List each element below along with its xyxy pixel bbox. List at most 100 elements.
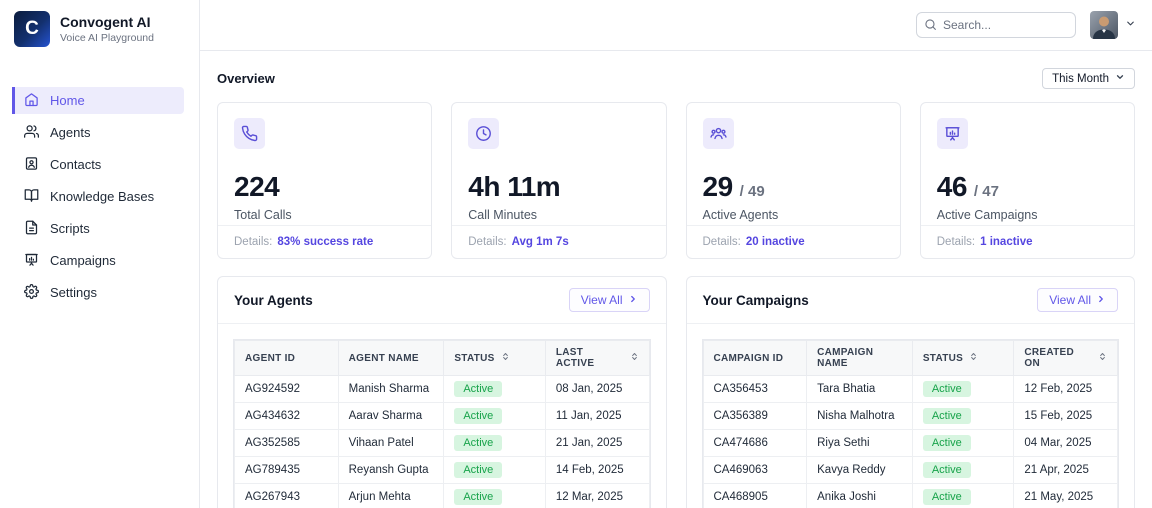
campaign-name-cell: Anika Joshi <box>806 483 913 508</box>
col-header-status[interactable]: STATUS <box>443 340 546 376</box>
table-row[interactable]: CA356453 Tara Bhatia Active 12 Feb, 2025 <box>702 375 1118 403</box>
details-value: Avg 1m 7s <box>511 236 569 248</box>
col-header-campaign-name: CAMPAIGN NAME <box>806 340 913 376</box>
agent-last-active-cell: 14 Feb, 2025 <box>544 456 650 484</box>
campaign-status-cell: Active <box>911 375 1015 403</box>
user-menu[interactable] <box>1090 11 1136 39</box>
script-icon <box>24 220 39 238</box>
contact-card-icon <box>24 156 39 174</box>
table-row[interactable]: AG352585 Vihaan Patel Active 21 Jan, 202… <box>234 429 650 457</box>
campaign-name-cell: Riya Sethi <box>806 429 913 457</box>
stat-card-total-calls: 224 Total Calls Details: 83% success rate <box>217 102 433 259</box>
campaigns-panel-title: Your Campaigns <box>702 292 809 308</box>
campaign-name-cell: Tara Bhatia <box>806 375 913 403</box>
book-icon <box>24 188 39 206</box>
search-input[interactable] <box>916 12 1076 38</box>
table-row[interactable]: AG924592 Manish Sharma Active 08 Jan, 20… <box>234 375 650 403</box>
stat-label: Total Calls <box>234 208 292 222</box>
stat-value: 29 <box>702 171 734 202</box>
campaign-created-on-cell: 15 Feb, 2025 <box>1013 402 1118 430</box>
sidebar-item-settings[interactable]: Settings <box>12 279 184 306</box>
agents-panel-title: Your Agents <box>234 292 313 308</box>
table-row[interactable]: CA469063 Kavya Reddy Active 21 Apr, 2025 <box>702 456 1118 484</box>
details-label: Details: <box>234 236 273 248</box>
agents-view-all-button[interactable]: View All <box>568 288 650 312</box>
campaigns-view-all-button[interactable]: View All <box>1037 288 1118 312</box>
table-row[interactable]: AG789435 Reyansh Gupta Active 14 Feb, 20… <box>234 456 650 484</box>
agent-status-cell: Active <box>443 375 546 403</box>
status-badge: Active <box>922 408 971 424</box>
col-header-agent-id: AGENT ID <box>234 340 339 376</box>
col-header-status[interactable]: STATUS <box>911 340 1015 376</box>
stat-suffix: / 47 <box>973 183 999 200</box>
brand-name: Convogent AI <box>60 13 151 30</box>
details-value: 20 inactive <box>745 236 805 248</box>
stat-card-active-campaigns: 46 / 47 Active Campaigns Details: 1 inact… <box>919 102 1135 259</box>
sidebar-item-contacts[interactable]: Contacts <box>12 151 184 178</box>
sidebar-item-scripts[interactable]: Scripts <box>12 215 184 242</box>
table-row[interactable]: CA468905 Anika Joshi Active 21 May, 2025 <box>702 483 1118 508</box>
view-all-label: View All <box>1049 293 1091 307</box>
sort-icon[interactable] <box>630 350 639 366</box>
agent-id-cell: AG352585 <box>234 429 339 457</box>
stat-value: 46 <box>936 171 968 202</box>
campaign-created-on-cell: 21 Apr, 2025 <box>1013 456 1118 484</box>
stat-value: 224 <box>234 171 280 202</box>
details-label: Details: <box>468 236 507 248</box>
agent-id-cell: AG924592 <box>234 375 339 403</box>
stat-cards: 224 Total Calls Details: 83% success rate <box>217 102 1135 259</box>
main-content: Overview This Month 224 <box>200 51 1152 508</box>
campaign-id-cell: CA356453 <box>702 375 808 403</box>
presentation-icon <box>24 252 39 270</box>
sidebar-item-label: Home <box>50 93 85 108</box>
campaigns-table-body: CA356453 Tara Bhatia Active 12 Feb, 2025… <box>702 375 1118 508</box>
campaign-id-cell: CA468905 <box>702 483 808 508</box>
table-row[interactable]: AG434632 Aarav Sharma Active 11 Jan, 202… <box>234 402 650 430</box>
view-all-label: View All <box>580 293 623 307</box>
agent-status-cell: Active <box>443 402 546 430</box>
gear-icon <box>24 283 39 302</box>
status-badge: Active <box>922 435 971 451</box>
agent-status-cell: Active <box>443 483 546 508</box>
details-value: 83% success rate <box>277 236 374 248</box>
table-row[interactable]: CA356389 Nisha Malhotra Active 15 Feb, 2… <box>702 402 1118 430</box>
stat-label: Active Agents <box>702 208 779 222</box>
campaigns-table: CAMPAIGN ID CAMPAIGN NAME STATUS CREATED… <box>702 340 1119 508</box>
campaign-status-cell: Active <box>911 429 1015 457</box>
period-dropdown[interactable]: This Month <box>1042 68 1135 89</box>
col-header-created-on[interactable]: CREATED ON <box>1013 340 1118 376</box>
team-icon <box>702 118 734 149</box>
topbar <box>200 0 1152 51</box>
details-value: 1 inactive <box>980 236 1033 248</box>
sort-icon[interactable] <box>969 350 978 366</box>
table-row[interactable]: AG267943 Arjun Mehta Active 12 Mar, 2025 <box>234 483 650 508</box>
col-header-campaign-id: CAMPAIGN ID <box>702 340 808 376</box>
col-header-last-active[interactable]: LAST ACTIVE <box>544 340 650 376</box>
stat-card-call-minutes: 4h 11m Call Minutes Details: Avg 1m 7s <box>451 102 667 259</box>
sidebar-item-knowledge-bases[interactable]: Knowledge Bases <box>12 183 184 210</box>
agent-name-cell: Aarav Sharma <box>337 402 445 430</box>
agents-table: AGENT ID AGENT NAME STATUS LAST ACTIVE <box>234 340 650 508</box>
agent-last-active-cell: 11 Jan, 2025 <box>544 402 650 430</box>
sort-icon[interactable] <box>1098 350 1107 366</box>
sort-icon[interactable] <box>501 350 510 366</box>
sidebar-item-home[interactable]: Home <box>12 87 184 114</box>
status-badge: Active <box>454 489 503 505</box>
chevron-down-icon <box>1115 72 1125 85</box>
sidebar-item-label: Settings <box>50 285 97 300</box>
col-header-agent-name: AGENT NAME <box>337 340 445 376</box>
campaign-created-on-cell: 12 Feb, 2025 <box>1013 375 1118 403</box>
sidebar-item-agents[interactable]: Agents <box>12 119 184 146</box>
avatar[interactable] <box>1090 11 1118 39</box>
brand: C Convogent AI Voice AI Playground <box>0 0 199 57</box>
phone-icon <box>234 118 265 149</box>
campaign-status-cell: Active <box>911 483 1015 508</box>
sidebar-item-campaigns[interactable]: Campaigns <box>12 247 184 274</box>
agent-id-cell: AG267943 <box>234 483 339 508</box>
status-badge: Active <box>454 462 503 478</box>
chevron-down-icon <box>1125 16 1136 34</box>
agent-name-cell: Reyansh Gupta <box>337 456 445 484</box>
chevron-right-icon <box>628 293 638 307</box>
table-row[interactable]: CA474686 Riya Sethi Active 04 Mar, 2025 <box>702 429 1118 457</box>
